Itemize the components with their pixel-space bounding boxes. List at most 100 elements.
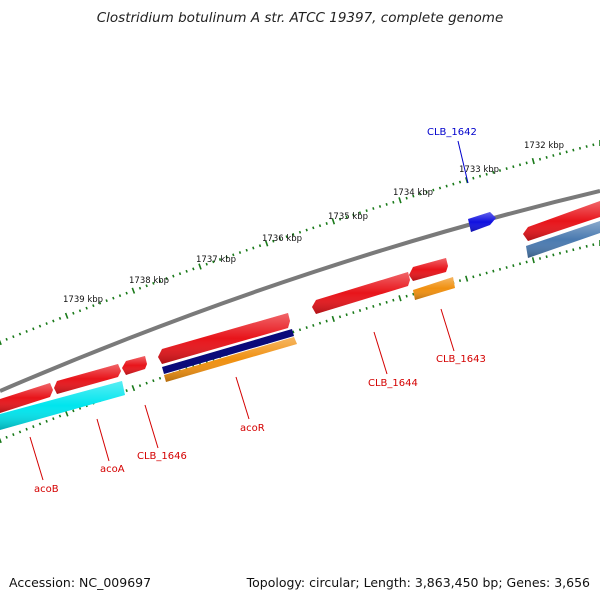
ruler-tick [252,246,255,250]
inner-tick [492,269,495,273]
inner-tick [345,313,348,317]
inner-tick [385,300,388,304]
inner-tick [552,253,555,257]
inner-tick [298,328,302,332]
ruler-tick [445,184,448,188]
ruler-tick [285,235,288,239]
ruler-label: 1733 kbp [459,165,499,175]
accession-text: Accession: NC_009697 [9,575,151,590]
ruler-tick [425,190,428,194]
ruler-tick [131,287,136,294]
ruler-tick [145,284,148,288]
ruler-tick [492,170,495,174]
inner-tick [485,271,488,275]
inner-tick [152,379,155,383]
gene-label-acoB[interactable]: acoB [34,484,59,495]
inner-tick [365,306,368,310]
inner-tick [52,417,55,421]
ruler-tick [392,200,395,204]
ruler-tick [318,224,322,228]
inner-tick [578,246,582,250]
inner-tick [538,257,542,260]
ruler-tick [5,337,8,341]
inner-tick [292,330,295,334]
ruler-tick [92,304,95,308]
ruler-tick [458,180,462,184]
ruler-tick [498,169,502,172]
ruler-tick [292,233,295,236]
inner-tick [318,321,322,325]
ruler-tick [52,319,55,323]
ruler-tick [25,330,28,333]
label-connectors [29,140,469,481]
ruler-tick [218,258,222,261]
ruler-tick [585,145,588,148]
inner-tick [378,302,382,306]
inner-tick [531,257,535,264]
gene-label-acoR[interactable]: acoR [240,423,265,434]
ruler-tick [531,157,535,165]
ruler-tick [578,146,582,150]
ruler-tick [18,332,22,336]
ruler-tick [552,154,555,157]
inner-tick [392,298,395,302]
inner-tick [325,319,328,323]
gene-arrow-navy[interactable] [162,329,294,374]
inner-tick [25,427,28,431]
ruler-label: 1732 kbp [524,141,564,151]
ruler-label: 1737 kbp [196,255,236,265]
inner-tick [38,422,42,426]
ruler-ticks [0,140,600,346]
ruler-tick [452,182,455,186]
ruler-tick [98,301,102,305]
gene-label-CLB-1643[interactable]: CLB_1643 [436,354,486,365]
inner-tick [405,294,408,298]
inner-tick [398,295,402,302]
ruler-tick [312,226,315,230]
ruler-tick [305,228,308,232]
gene-label-CLB-1646[interactable]: CLB_1646 [137,451,187,462]
inner-tick [32,425,35,429]
inner-tick [592,243,595,247]
ruler-tick [12,335,15,339]
inner-tick [72,409,75,413]
ruler-tick [125,291,128,295]
ruler-label: 1735 kbp [328,212,368,222]
ruler-tick [212,260,215,264]
ruler-tick [518,163,522,167]
ruler-tick [505,167,508,171]
ruler-tick [258,244,262,248]
ruler-tick [465,177,469,184]
ruler-tick [232,253,235,257]
inner-tick [45,419,48,423]
ruler-tick [278,237,282,241]
ruler-tick [78,309,82,313]
inner-tick [372,304,375,308]
ruler-tick [338,217,342,221]
inner-tick [138,384,142,388]
ruler-tick [331,218,336,225]
map-title: Clostridium botulinum A str. ATCC 19397,… [97,10,504,26]
gene-track-forward [0,201,600,413]
gene-label-CLB-1642[interactable]: CLB_1642 [427,127,477,138]
ruler-tick [178,272,182,276]
ruler-tick [192,267,195,271]
inner-tick [512,264,515,268]
ruler-tick [158,279,162,283]
ruler-tick [352,213,355,217]
inner-tick [558,251,562,255]
ruler-tick [238,251,242,254]
ruler-tick [572,148,575,152]
ruler-tick [58,316,62,320]
inner-tick [545,255,548,259]
ruler-tick [378,205,382,208]
ruler-tick [365,209,368,213]
ruler-tick [345,215,348,219]
inner-tick [18,430,22,434]
gene-label-acoA[interactable]: acoA [100,464,125,475]
inner-tick [498,267,502,271]
ruler-tick [358,211,362,215]
gene-label-CLB-1644[interactable]: CLB_1644 [368,378,418,389]
inner-tick [0,437,2,444]
gene-track-inner [0,221,600,430]
